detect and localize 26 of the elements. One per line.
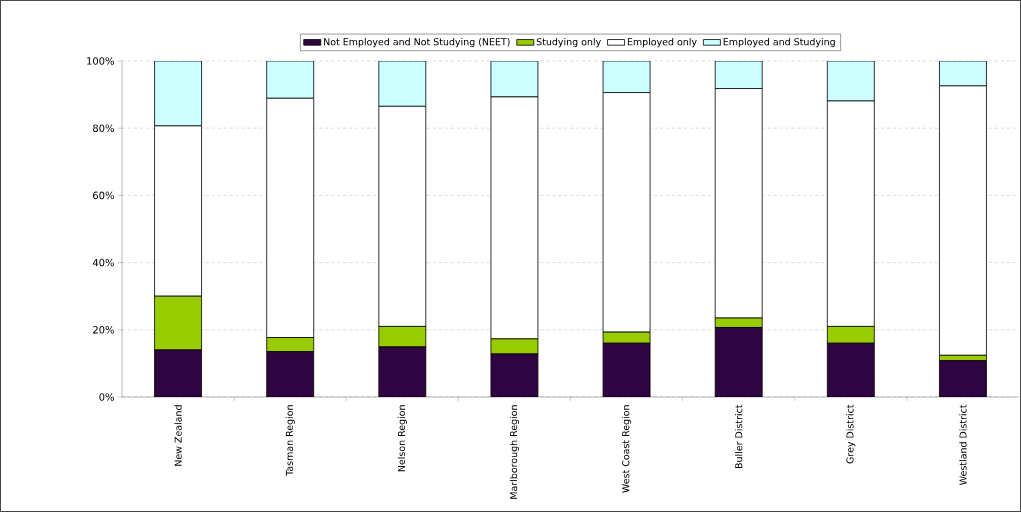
bar (490, 60, 539, 98)
bar (266, 60, 315, 99)
x-tick-label: Tasman Region (285, 405, 295, 476)
legend-label: Employed and Studying (723, 38, 835, 48)
legend-label: Employed only (627, 38, 697, 48)
bar (154, 60, 202, 127)
bar (602, 60, 651, 93)
x-tick-label: Marlborough Region (509, 405, 520, 499)
legend-label: Studying only (536, 38, 601, 48)
y-tick-label: 100% (87, 57, 114, 65)
y-tick-label: 20% (93, 326, 114, 334)
bar (378, 60, 427, 107)
bar (939, 60, 987, 87)
x-tick-label: New Zealand (174, 405, 182, 466)
y-tick-label: 0% (99, 393, 114, 401)
bar (826, 60, 875, 102)
y-tick-label: 40% (92, 258, 114, 267)
x-tick-label: Nelson Region (397, 405, 407, 472)
y-tick-label: 60% (93, 191, 114, 200)
x-tick-label: Grey District (846, 404, 856, 464)
legend-label: Not Employed and Not Studying (NEET) (324, 38, 510, 48)
x-tick-label: Westland District (959, 404, 967, 485)
x-tick-label: Buller District (735, 404, 743, 469)
x-tick-label: West Coast Region (621, 405, 632, 493)
y-tick-label: 80% (93, 124, 114, 132)
bar (714, 60, 763, 89)
